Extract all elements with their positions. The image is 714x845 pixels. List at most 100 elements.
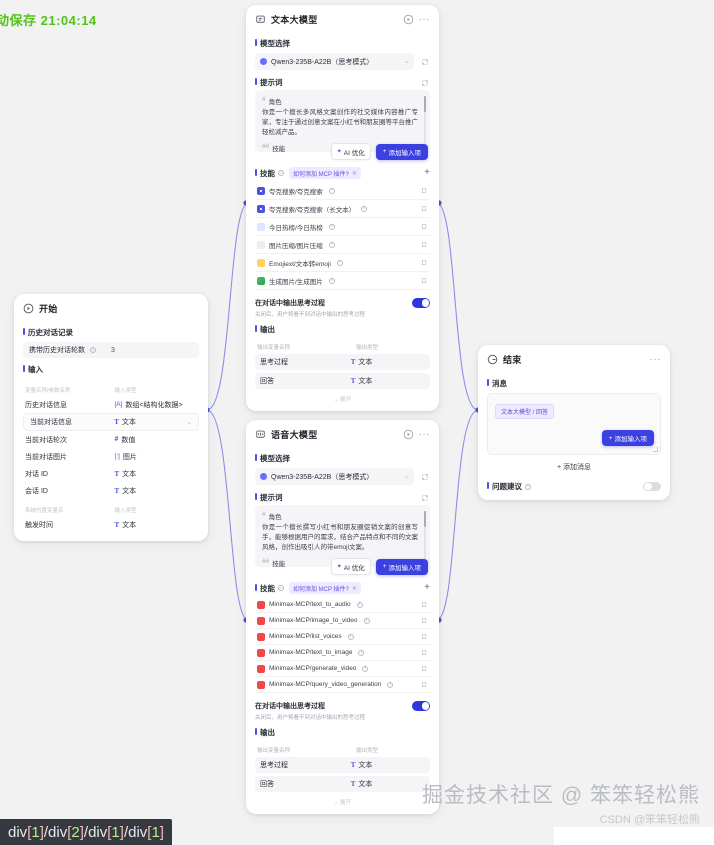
- model-settings-icon[interactable]: [419, 471, 430, 482]
- think-output-row[interactable]: 在对话中输出思考过程 关闭后，用户将看不到对话中输出的思考过程: [255, 701, 430, 721]
- mcp-help-tag[interactable]: 如何添加 MCP 插件? ✕: [289, 582, 361, 594]
- prompt-expand-icon[interactable]: [419, 492, 430, 503]
- think-output-row[interactable]: 在对话中输出思考过程 关闭后，用户将看不到对话中输出的思考过程: [255, 298, 430, 318]
- add-input-button[interactable]: + 添加输入项: [601, 430, 654, 446]
- plugin-row[interactable]: Minimax-MCP/query_video_generation i: [255, 677, 430, 693]
- start-input-row[interactable]: 当前对话信息 T 文本 ⌄: [23, 413, 199, 431]
- resize-handle[interactable]: [653, 447, 658, 452]
- prompt-editor[interactable]: # 角色 你是一个擅长撰写小红书和朋友圈促销文案的创意写手，能够根据用户的需求，结合…: [255, 505, 430, 567]
- info-icon[interactable]: i: [336, 259, 343, 266]
- more-menu-icon[interactable]: ···: [418, 13, 430, 25]
- info-icon[interactable]: i: [347, 633, 354, 640]
- expand-button[interactable]: ⌄ 展开: [333, 800, 352, 806]
- output-row[interactable]: 回答 T 文本: [255, 776, 430, 792]
- llm-node[interactable]: 语音大模型 ··· 模型选择 Qwen3-235B-A22B（思考模式） ⌄ 提示词 # 角色…: [246, 420, 439, 814]
- add-skill-icon[interactable]: +: [424, 582, 430, 593]
- plugin-row[interactable]: Emojiext/文本转emoji i: [255, 254, 430, 272]
- think-toggle[interactable]: [412, 298, 430, 308]
- prompt-scrollbar[interactable]: [423, 96, 426, 144]
- plugin-row[interactable]: 今日热榜/今日热榜 i: [255, 218, 430, 236]
- mcp-help-tag[interactable]: 如何添加 MCP 插件? ✕: [289, 167, 361, 179]
- ai-optimize-button[interactable]: ✦ AI 优化: [330, 143, 371, 160]
- info-icon[interactable]: i: [387, 681, 394, 688]
- add-input-button[interactable]: + 添加输入项: [375, 143, 428, 160]
- model-select-row[interactable]: Qwen3-235B-A22B（思考模式） ⌄: [255, 468, 430, 485]
- copy-icon[interactable]: [421, 633, 428, 640]
- end-node[interactable]: 结束 ··· 消息 文本大模型 / 回答 + 添加输入项 + 添加消息 问题建议…: [478, 345, 670, 500]
- history-turns-value[interactable]: 3: [111, 346, 115, 354]
- info-icon[interactable]: i: [328, 223, 335, 230]
- add-message-button[interactable]: + 添加消息: [487, 455, 661, 477]
- plugin-row[interactable]: 图片压缩/图片压缩 i: [255, 236, 430, 254]
- copy-icon[interactable]: [421, 223, 428, 230]
- info-icon[interactable]: i: [278, 170, 284, 176]
- start-input-row[interactable]: 当前对话轮次 # 数值: [23, 431, 199, 448]
- copy-icon[interactable]: [421, 277, 428, 284]
- think-toggle[interactable]: [412, 701, 430, 711]
- copy-icon[interactable]: [421, 259, 428, 266]
- llm-node[interactable]: 文本大模型 ··· 模型选择 Qwen3-235B-A22B（思考模式） ⌄ 提示词 # 角色…: [246, 5, 439, 411]
- model-select[interactable]: Qwen3-235B-A22B（思考模式） ⌄: [255, 53, 414, 70]
- copy-icon[interactable]: [421, 665, 428, 672]
- chevron-down-icon[interactable]: ⌄: [403, 474, 409, 480]
- plugin-row[interactable]: 生成图片/生成图片 i: [255, 272, 430, 290]
- more-menu-icon[interactable]: ···: [649, 353, 661, 365]
- info-icon[interactable]: i: [358, 649, 365, 656]
- output-row[interactable]: 思考过程 T 文本: [255, 757, 430, 773]
- start-input-row[interactable]: 历史对话信息 [A] 数组<结构化数据>: [23, 396, 199, 413]
- info-icon[interactable]: i: [362, 665, 369, 672]
- run-node-icon[interactable]: [403, 14, 414, 25]
- add-skill-icon[interactable]: +: [424, 167, 430, 178]
- plugin-row[interactable]: 夸克搜索/夸克搜索（长文本） i: [255, 200, 430, 218]
- start-input-row[interactable]: 当前对话图片 [:] 图片: [23, 448, 199, 465]
- model-select[interactable]: Qwen3-235B-A22B（思考模式） ⌄: [255, 468, 414, 485]
- info-icon[interactable]: i: [356, 601, 363, 608]
- model-settings-icon[interactable]: [419, 56, 430, 67]
- more-menu-icon[interactable]: ···: [418, 428, 430, 440]
- add-input-button[interactable]: + 添加输入项: [375, 558, 428, 575]
- message-editor[interactable]: 文本大模型 / 回答 + 添加输入项: [487, 393, 661, 455]
- plugin-row[interactable]: Minimax-MCP/image_to_video i: [255, 613, 430, 629]
- variable-chip[interactable]: 文本大模型 / 回答: [495, 404, 555, 419]
- history-turns-field[interactable]: 携带历史对话轮数 i 3: [23, 342, 199, 358]
- run-node-icon[interactable]: [403, 429, 414, 440]
- start-input-row[interactable]: 触发时间 T 文本: [23, 516, 199, 533]
- expand-button[interactable]: ⌄ 展开: [333, 397, 352, 403]
- question-suggestion-row[interactable]: 问题建议 i: [487, 481, 661, 492]
- close-icon[interactable]: ✕: [351, 585, 357, 592]
- copy-icon[interactable]: [421, 601, 428, 608]
- copy-icon[interactable]: [421, 205, 428, 212]
- plugin-row[interactable]: Minimax-MCP/text_to_image i: [255, 645, 430, 661]
- start-input-row[interactable]: 会话 ID T 文本: [23, 482, 199, 499]
- copy-icon[interactable]: [421, 187, 428, 194]
- start-node[interactable]: 开始 历史对话记录 携带历史对话轮数 i 3 输入 变量名称/参数名称 输入类型…: [14, 294, 208, 541]
- plugin-row[interactable]: 夸克搜索/夸克搜索 i: [255, 182, 430, 200]
- prompt-scrollbar[interactable]: [423, 511, 426, 559]
- info-icon[interactable]: i: [525, 483, 531, 490]
- start-input-row[interactable]: 对话 ID T 文本: [23, 465, 199, 482]
- prompt-editor[interactable]: # 角色 你是一个擅长多风格文案创作的社交媒体内容推广专家，专注于通过创意文案在小红…: [255, 90, 430, 152]
- info-icon[interactable]: i: [328, 277, 335, 284]
- info-icon[interactable]: i: [328, 241, 335, 248]
- output-row[interactable]: 思考过程 T 文本: [255, 354, 430, 370]
- info-icon[interactable]: i: [328, 187, 335, 194]
- copy-icon[interactable]: [421, 681, 428, 688]
- ai-optimize-button[interactable]: ✦ AI 优化: [330, 558, 371, 575]
- copy-icon[interactable]: [421, 649, 428, 656]
- info-icon[interactable]: i: [278, 585, 284, 591]
- plugin-row[interactable]: Minimax-MCP/list_voices i: [255, 629, 430, 645]
- chevron-down-icon[interactable]: ⌄: [186, 419, 192, 426]
- copy-icon[interactable]: [421, 617, 428, 624]
- info-icon[interactable]: i: [361, 205, 368, 212]
- output-row[interactable]: 回答 T 文本: [255, 373, 430, 389]
- plugin-row[interactable]: Minimax-MCP/generate_video i: [255, 661, 430, 677]
- info-icon[interactable]: i: [90, 347, 96, 353]
- plugin-row[interactable]: Minimax-MCP/text_to_audio i: [255, 597, 430, 613]
- info-icon[interactable]: i: [363, 617, 370, 624]
- suggestion-toggle[interactable]: [643, 481, 661, 492]
- chevron-down-icon[interactable]: ⌄: [403, 59, 409, 65]
- close-icon[interactable]: ✕: [351, 170, 357, 177]
- copy-icon[interactable]: [421, 241, 428, 248]
- model-select-row[interactable]: Qwen3-235B-A22B（思考模式） ⌄: [255, 53, 430, 70]
